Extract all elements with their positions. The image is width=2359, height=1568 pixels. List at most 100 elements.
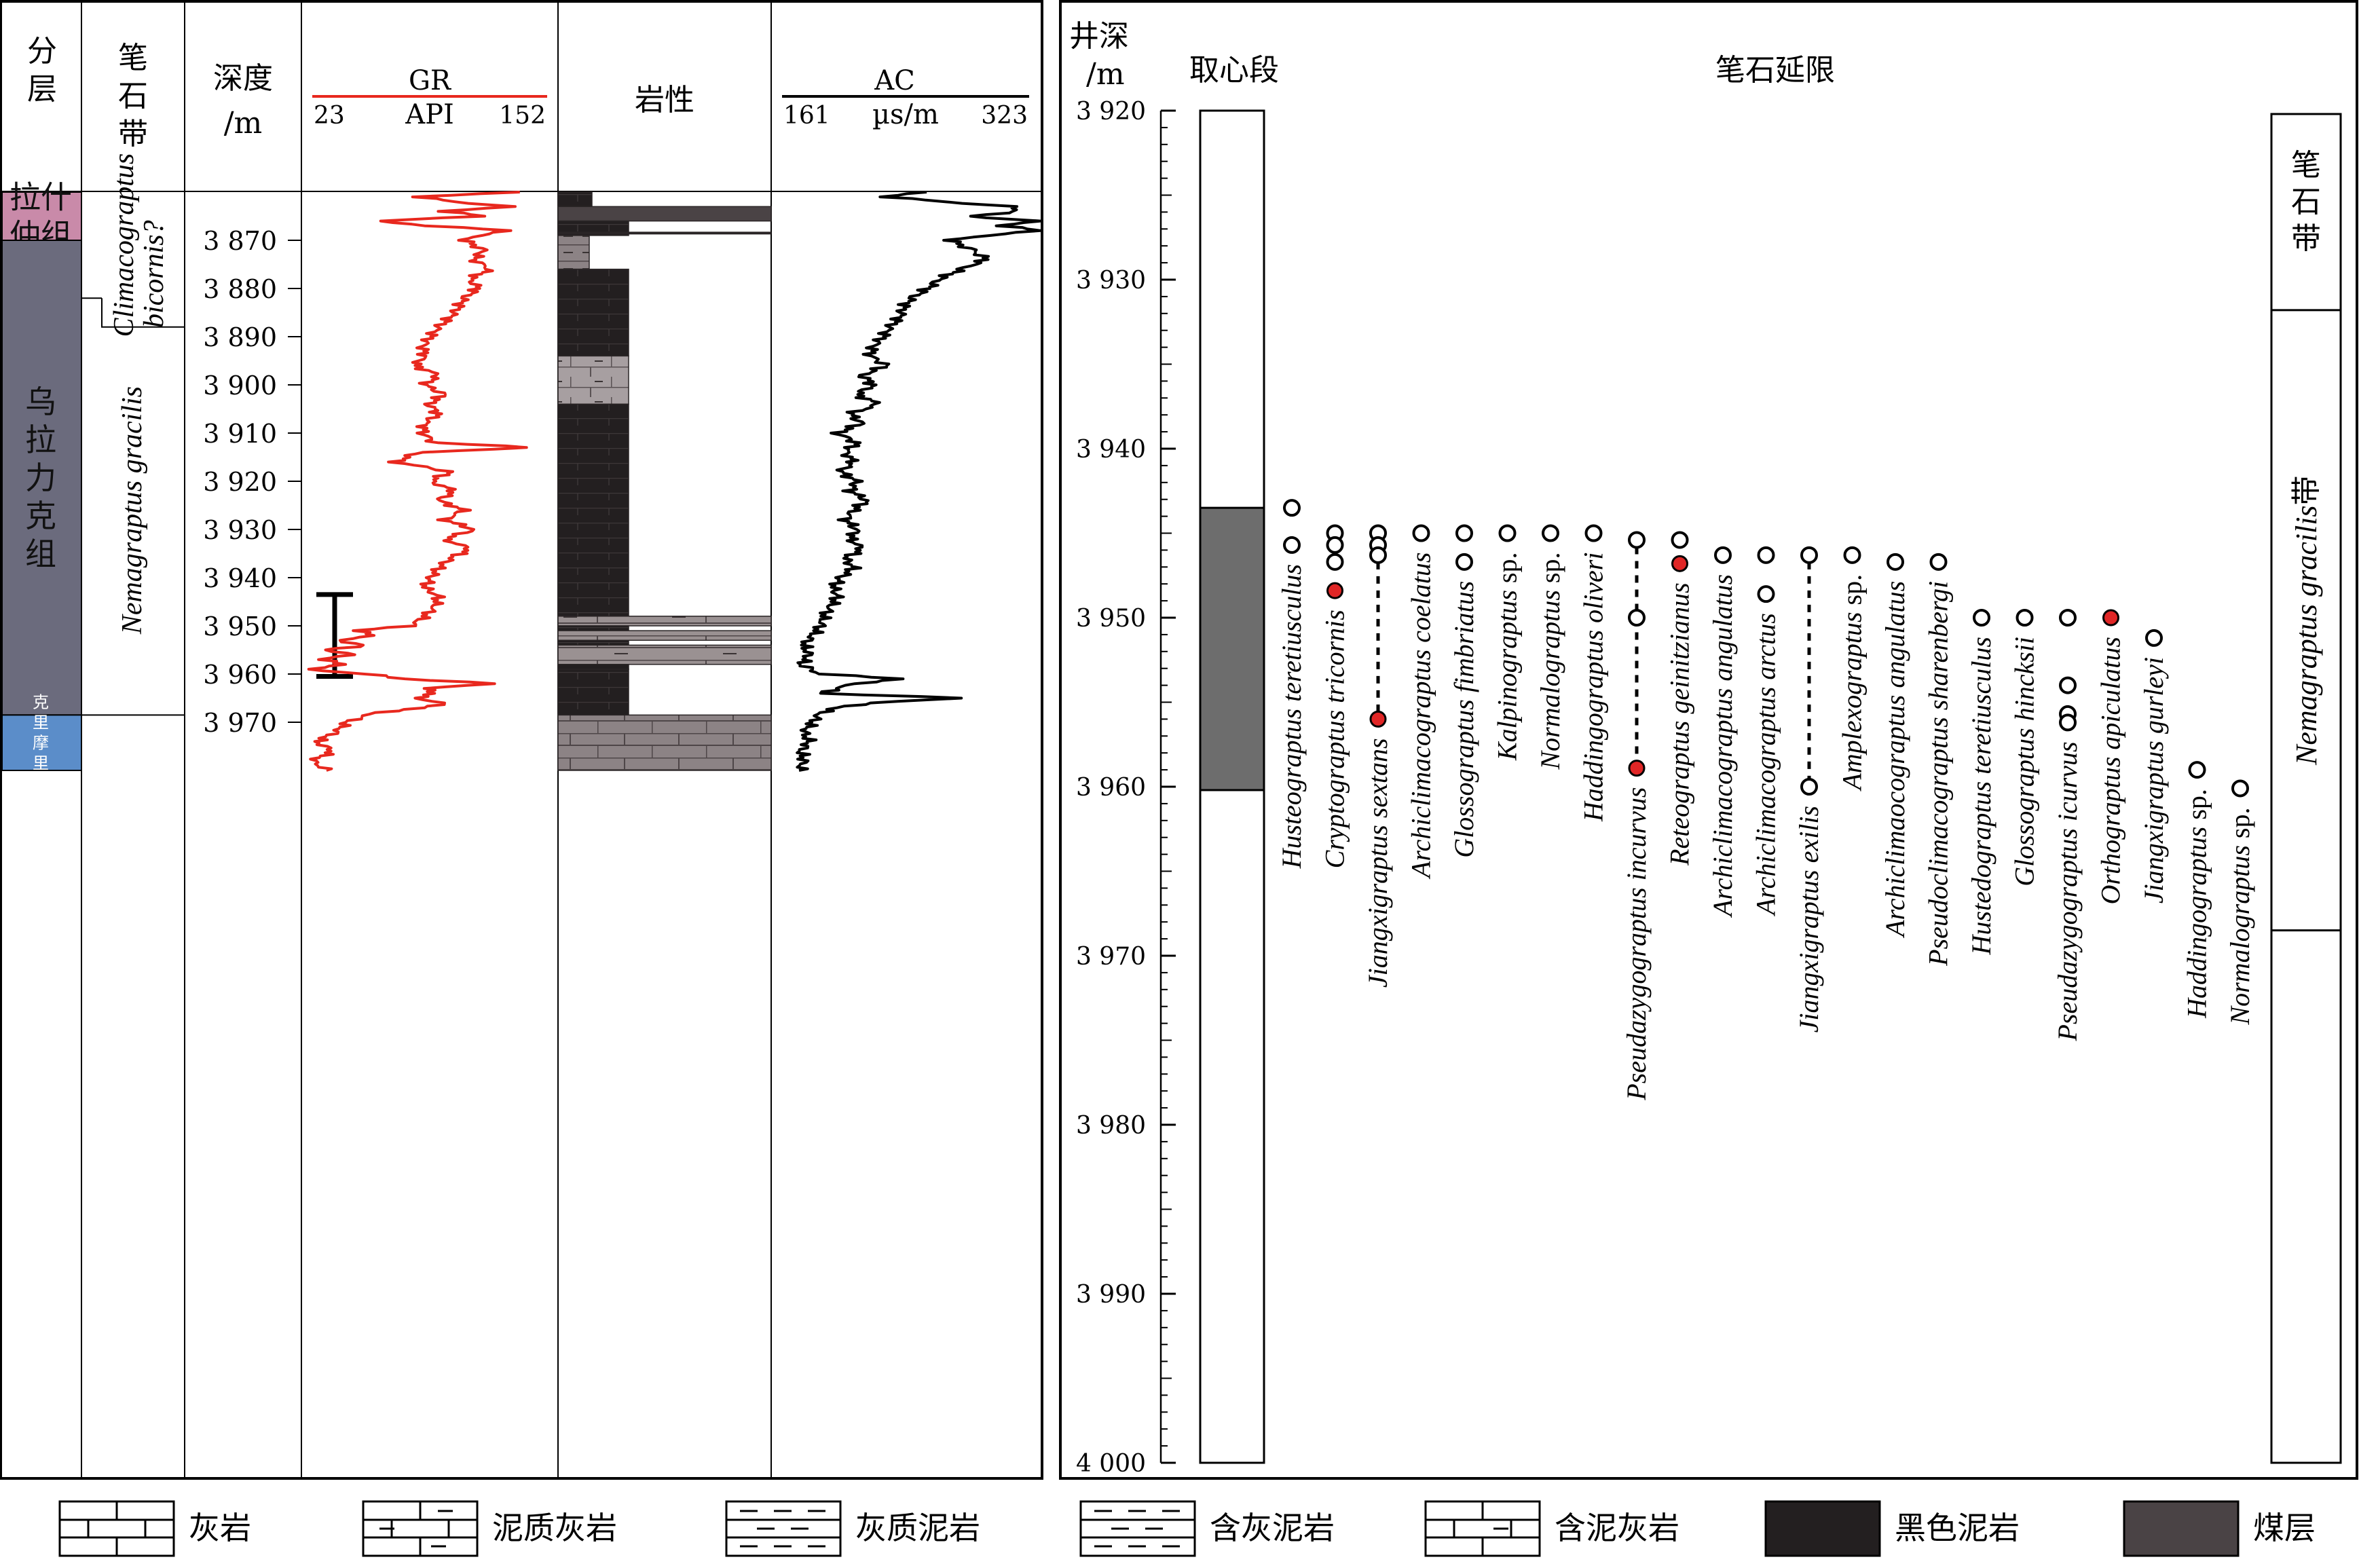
species-label: Glossograptus fimbriatus: [1449, 581, 1479, 858]
species-genus: Kalpinograptus: [1492, 583, 1523, 761]
gr-scale-max: 152: [499, 102, 546, 130]
species-sp: sp.: [1492, 553, 1523, 584]
species-sp: sp.: [2225, 807, 2255, 838]
gr-name: GR: [409, 65, 452, 96]
lithology-bed: [557, 355, 629, 405]
legend-item: 泥质灰岩: [362, 1500, 617, 1557]
axis-tick-label: 3 960: [1076, 774, 1146, 802]
depth-tick-label: 3 910: [203, 419, 277, 449]
occurrence-marker: [2059, 676, 2077, 694]
species-label: Reteograptus geinitzianus: [1665, 582, 1695, 866]
species-range: Normalograptus sp.: [1535, 524, 1565, 770]
axis-tick-label: 3 930: [1076, 267, 1146, 295]
species-label: Archiclimacograptus angulatus: [1707, 574, 1738, 918]
legend-swatch: [2123, 1500, 2240, 1557]
species-range: Reteograptus geinitzianus: [1665, 531, 1695, 866]
formation-label: 里: [33, 713, 49, 732]
lithology-bed: [557, 669, 629, 716]
species-label: Archiclimacograptus coelatus: [1406, 553, 1436, 880]
occurrence-marker: [1283, 499, 1301, 517]
occurrence-marker: [1757, 585, 1775, 603]
gr-scale-min: 23: [314, 102, 345, 130]
lithology-bed: [557, 191, 593, 208]
graptolite-range-panel: 井深 /m 取心段 笔石延限 3 920 3 930 3 940 3 950 3 960…: [1059, 0, 2358, 1480]
well-log-panel: 分层 笔石带 深度 /m GR 23 API 152 岩性 AC 161 µs/…: [0, 0, 1043, 1480]
species-genus: Amplexograptus: [1837, 605, 1868, 791]
range-title: 笔石延限: [1715, 53, 1835, 88]
species-range: Husteograptus teretiusculus: [1276, 499, 1307, 869]
depth-unit-header: /m: [224, 106, 263, 141]
occurrence-marker: [1369, 546, 1387, 564]
axis-tick-label: 3 950: [1076, 605, 1146, 633]
occurrence-marker: [1628, 609, 1646, 627]
occurrence-marker: [1498, 524, 1517, 542]
occurrence-marker: [2059, 609, 2077, 627]
occurrence-marker: [1714, 546, 1732, 564]
species-range: Jiangxigraptus exilis: [1794, 546, 1824, 1032]
species-label: Haddingograptus oliveri: [1578, 553, 1609, 823]
species-range: Cryptograptus tricornis: [1320, 524, 1350, 868]
species-label: Haddingograptus sp.: [2182, 789, 2212, 1019]
species-label: Orthograptus apiculatus: [2096, 637, 2126, 904]
axis-tick-label: 3 980: [1076, 1112, 1146, 1140]
species-range: Archiclimacograptus angulatus: [1707, 546, 1738, 918]
lithology-bed: [557, 664, 629, 670]
gr-curve-group: [307, 191, 528, 772]
legend-item: 黑色泥岩: [1764, 1500, 2020, 1557]
species-range: Normalograptus sp.: [2225, 779, 2255, 1026]
species-range: Haddingograptus oliveri: [1578, 524, 1609, 823]
ac-scale-min: 161: [783, 102, 830, 130]
species-label: Glossograptus hincksii: [2009, 637, 2040, 886]
occurrence-marker: [1412, 524, 1430, 542]
depth-tick-label: 3 900: [203, 371, 277, 400]
zone-header-char: 笔: [2291, 148, 2321, 183]
formation-label: 克: [33, 693, 49, 712]
lithology-bed: [557, 714, 772, 771]
occurrence-marker: [1929, 553, 1948, 571]
key-occurrence-marker: [2102, 609, 2119, 627]
depth-axis-right: 3 920 3 930 3 940 3 950 3 960 3 970 3 980 3 990…: [1076, 98, 1176, 1478]
ac-scale-max: 323: [981, 102, 1028, 130]
core-interval-fill: [1199, 506, 1265, 791]
species-range: Hustedograptus teretiusculus: [1966, 609, 1996, 956]
species-label: Kalpinograptus sp.: [1492, 553, 1523, 762]
species-range: Jiangxigraptus sextans: [1362, 524, 1393, 988]
species-genus: Normalograptus: [2225, 838, 2255, 1026]
formation-label: 组: [33, 774, 49, 794]
formation-header: 分层: [27, 34, 57, 107]
occurrence-marker: [1584, 524, 1603, 542]
depth-tick-label: 3 890: [203, 322, 277, 352]
species-sp: sp.: [1837, 574, 1868, 605]
zone-header-char: 石: [118, 79, 148, 113]
occurrence-marker: [1628, 531, 1646, 549]
lithology-bed: [557, 639, 629, 646]
zone-name: Nemagraptus gracilis带: [2289, 475, 2324, 766]
lithology-bed: [557, 403, 629, 617]
zone-label: bicornis?: [138, 220, 170, 328]
axis-tick-label: 4 000: [1076, 1450, 1146, 1478]
occurrence-marker: [1800, 546, 1818, 564]
depth-axis: 3 870 3 880 3 890 3 900 3 910 3 920 3 930 3 940…: [203, 226, 301, 738]
species-range: Pseudazygograptus incurvus: [1621, 531, 1652, 1101]
legend-swatch: [725, 1500, 842, 1557]
occurrence-marker: [1455, 553, 1473, 571]
species-label: Pseudazygograptus icurvus: [2052, 741, 2083, 1041]
species-label: Normalograptus sp.: [1535, 553, 1565, 770]
occurrence-marker: [2059, 713, 2077, 732]
depth-tick-label: 3 880: [203, 274, 277, 304]
formation-label: 组: [25, 536, 56, 572]
species-label: Pseudoclimacograptus sharenbergi: [1923, 581, 1954, 967]
depth-tick-label: 3 970: [203, 708, 277, 738]
depth-tick-label: 3 870: [203, 226, 277, 256]
species-sp: sp.: [2182, 789, 2212, 820]
formation-header-line: 层: [27, 72, 57, 107]
species-range: Glossograptus fimbriatus: [1449, 524, 1479, 858]
occurrence-marker: [1800, 778, 1818, 796]
species-range: Glossograptus hincksii: [2009, 609, 2040, 886]
zone-header-char: 石: [2291, 185, 2321, 219]
depth-tick-label: 3 950: [203, 612, 277, 641]
formation-block: [1, 714, 82, 771]
ac-curve: [796, 191, 1042, 772]
